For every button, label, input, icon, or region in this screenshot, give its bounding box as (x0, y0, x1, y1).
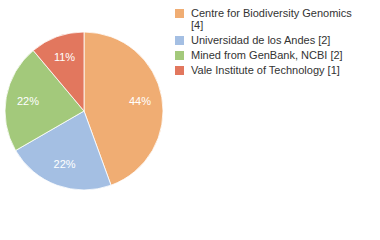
data-label: 22% (54, 158, 76, 170)
data-label: 22% (17, 95, 39, 107)
legend-label: Mined from GenBank, NCBI [2] (191, 49, 343, 61)
legend-swatch (175, 51, 184, 60)
legend-swatch (175, 36, 184, 45)
legend-swatch (175, 66, 184, 75)
pie-slice (33, 32, 84, 111)
legend-label: Universidad de los Andes [2] (191, 34, 330, 46)
data-label: 44% (129, 95, 151, 107)
legend: Centre for Biodiversity Genomics[4] Unive… (175, 7, 352, 76)
data-label: 11% (54, 51, 75, 63)
chart: 44% 22% 22% 11% Centre for Biodiversity Geno… (0, 0, 380, 240)
pie: 44% 22% 22% 11% (5, 32, 163, 190)
legend-label: Vale Institute of Technology [1] (191, 64, 340, 76)
legend-swatch (175, 9, 184, 18)
legend-label: Centre for Biodiversity Genomics[4] (191, 7, 352, 31)
